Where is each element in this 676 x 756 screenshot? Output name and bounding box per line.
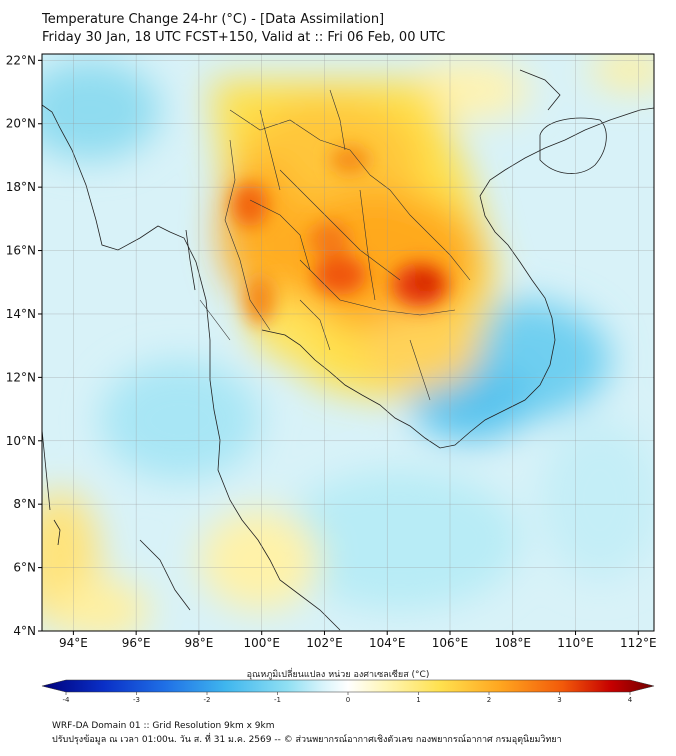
colorbar-tick-label: -2 <box>204 696 211 704</box>
colorbar-bar <box>41 679 655 693</box>
lat-label: 14°N <box>6 307 36 321</box>
lon-label: 94°E <box>59 636 88 650</box>
colorbar-tick-label: 4 <box>628 696 633 704</box>
colorbar-tick-label: 1 <box>416 696 420 704</box>
colorbar-ticks: -4 -3 -2 -1 0 1 2 3 4 <box>63 692 633 704</box>
colorbar-tick-label: -3 <box>133 696 140 704</box>
map-subtitle: Friday 30 Jan, 18 UTC FCST+150, Valid at… <box>42 30 446 45</box>
lat-label: 10°N <box>6 434 36 448</box>
lon-label: 98°E <box>184 636 213 650</box>
lon-label: 100°E <box>243 636 280 650</box>
longitude-axis: 94°E 96°E 98°E 100°E 102°E 104°E 106°E 108°E 110… <box>59 631 657 650</box>
plot-frame <box>41 53 655 632</box>
coastlines <box>42 69 654 631</box>
lon-label: 112°E <box>620 636 657 650</box>
lon-label: 102°E <box>306 636 343 650</box>
gridlines <box>42 54 654 632</box>
colorbar-label: อุณหภูมิเปลี่ยนแปลง หน่วย องศาเซลเซียส (… <box>246 670 430 680</box>
temperature-field <box>42 54 654 631</box>
lat-label: 12°N <box>6 370 36 384</box>
colorbar-tick-label: 3 <box>557 696 561 704</box>
latitude-axis: 22°N 20°N 18°N 16°N 14°N 12°N 10°N 8°N 6°N 4°N <box>6 53 42 638</box>
lat-label: 16°N <box>6 244 36 258</box>
lon-label: 110°E <box>557 636 594 650</box>
colorbar: -4 -3 -2 -1 0 1 2 3 4 <box>41 679 655 704</box>
colorbar-tick-label: -4 <box>63 696 71 704</box>
lat-label: 8°N <box>13 497 36 511</box>
colorbar-tick-label: 0 <box>346 696 350 704</box>
lon-label: 104°E <box>369 636 406 650</box>
lat-label: 18°N <box>6 180 36 194</box>
lat-label: 22°N <box>6 53 36 67</box>
model-info: WRF-DA Domain 01 :: Grid Resolution 9km … <box>52 721 275 731</box>
map-title: Temperature Change 24-hr (°C) - [Data As… <box>42 12 385 27</box>
update-credit: ปรับปรุงข้อมูล ณ เวลา 01:00น. วัน ส. ที่… <box>52 735 562 745</box>
lon-label: 106°E <box>432 636 469 650</box>
lon-label: 108°E <box>495 636 532 650</box>
colorbar-tick-label: 2 <box>487 696 491 704</box>
lat-label: 20°N <box>6 117 36 131</box>
admin-borders <box>199 89 471 401</box>
lat-label: 4°N <box>13 624 36 638</box>
colorbar-tick-label: -1 <box>274 696 281 704</box>
lon-label: 96°E <box>122 636 151 650</box>
lat-label: 6°N <box>13 561 36 575</box>
